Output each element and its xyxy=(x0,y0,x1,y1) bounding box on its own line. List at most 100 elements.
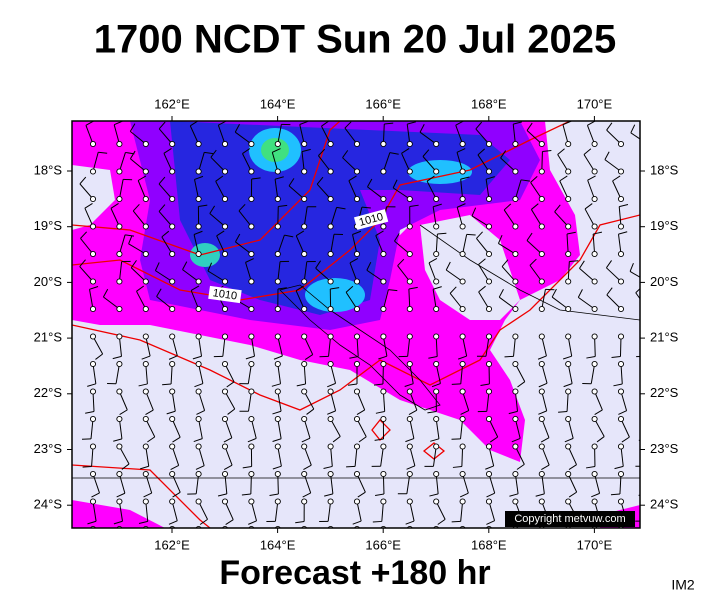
barb-station xyxy=(142,525,149,528)
barb-station xyxy=(565,415,572,423)
wind-barb xyxy=(471,207,493,230)
barb-flag xyxy=(83,549,92,550)
barb-station xyxy=(485,140,493,148)
barb-station xyxy=(645,306,650,311)
map-frame xyxy=(71,120,641,529)
barb-staff xyxy=(476,238,490,255)
barb-staff xyxy=(158,128,173,145)
barb-flag xyxy=(384,122,394,125)
wind-barb xyxy=(538,360,548,388)
wind-barb xyxy=(406,388,418,415)
wind-barb xyxy=(352,230,362,258)
barb-staff xyxy=(224,363,235,383)
barb-station xyxy=(301,498,308,505)
barb-staff xyxy=(629,271,640,278)
wind-barb xyxy=(80,231,97,258)
wind-barb xyxy=(82,443,97,468)
barb-flag xyxy=(315,260,322,269)
barb-station xyxy=(353,498,361,505)
barb-staff xyxy=(119,529,121,549)
wind-barb xyxy=(509,470,519,497)
wind-barb xyxy=(128,235,149,258)
barb-staff xyxy=(419,131,437,145)
barb-staff xyxy=(606,129,622,145)
barb-flag xyxy=(113,520,123,525)
barb-staff xyxy=(621,529,623,549)
wind-barb xyxy=(371,443,387,467)
barb-flag xyxy=(154,262,160,271)
wind-barb xyxy=(433,525,440,549)
barb-station xyxy=(221,388,229,395)
barb-station xyxy=(617,470,625,478)
barb-staff xyxy=(456,207,464,227)
wind-barb xyxy=(213,333,229,358)
barb-station xyxy=(169,360,176,368)
barb-staff xyxy=(436,529,437,549)
barb-staff xyxy=(514,446,525,465)
barb-station xyxy=(617,415,625,423)
barb-staff xyxy=(224,418,233,438)
barb-station xyxy=(485,195,493,203)
wind-barb xyxy=(327,233,344,258)
barb-staff xyxy=(382,336,388,357)
barb-staff xyxy=(198,336,203,357)
wind-barb xyxy=(617,204,629,230)
barb-station xyxy=(301,223,308,230)
barb-station xyxy=(248,278,255,285)
wind-barb xyxy=(611,333,625,359)
barb-flag xyxy=(112,355,122,360)
barb-station xyxy=(116,415,123,423)
barb-station xyxy=(327,443,334,450)
wind-barb xyxy=(319,333,334,358)
barb-flag xyxy=(460,410,469,415)
barb-station xyxy=(327,223,334,230)
barb-station xyxy=(512,223,519,230)
wind-barb xyxy=(327,360,337,388)
barb-station xyxy=(116,305,123,313)
barb-station xyxy=(380,498,387,505)
barb-flag xyxy=(85,410,95,414)
barb-staff xyxy=(647,529,656,547)
barb-staff xyxy=(299,124,305,145)
wind-barb xyxy=(301,443,312,470)
wind-barb xyxy=(512,179,531,203)
barb-flag xyxy=(431,383,441,388)
wind-barb xyxy=(323,443,334,469)
barb-staff xyxy=(567,336,573,357)
barb-staff xyxy=(238,210,252,227)
wind-barb xyxy=(193,415,203,443)
barb-staff xyxy=(541,363,548,384)
wind-barb xyxy=(116,151,135,175)
wind-barb xyxy=(162,360,176,386)
barb-staff xyxy=(330,363,337,384)
barb-staff xyxy=(155,270,173,282)
barb-station xyxy=(274,333,281,340)
barb-flag xyxy=(403,549,412,551)
barb-flag xyxy=(568,491,577,498)
barb-station xyxy=(248,168,255,175)
barb-staff xyxy=(541,151,543,172)
barb-station xyxy=(142,360,149,368)
barb-station xyxy=(301,470,308,478)
wind-barb xyxy=(301,206,317,230)
barb-station xyxy=(353,278,361,285)
barb-flag xyxy=(102,288,109,298)
wind-barb xyxy=(449,286,466,313)
barb-flag xyxy=(251,177,261,180)
barb-flag xyxy=(79,259,86,267)
wind-barb xyxy=(511,415,521,443)
barb-flag xyxy=(95,353,103,360)
barb-station xyxy=(248,195,255,203)
wind-barb xyxy=(375,470,387,497)
wind-barb xyxy=(367,178,387,203)
barb-station xyxy=(459,333,466,340)
barb-staff xyxy=(460,501,464,522)
barb-staff xyxy=(462,473,469,494)
barb-station xyxy=(301,333,308,340)
wind-barb xyxy=(629,262,640,278)
barb-station xyxy=(169,168,176,175)
barb-staff xyxy=(145,473,153,494)
barb-flag xyxy=(428,355,438,359)
wind-barb xyxy=(394,233,413,258)
barb-station xyxy=(248,360,255,368)
